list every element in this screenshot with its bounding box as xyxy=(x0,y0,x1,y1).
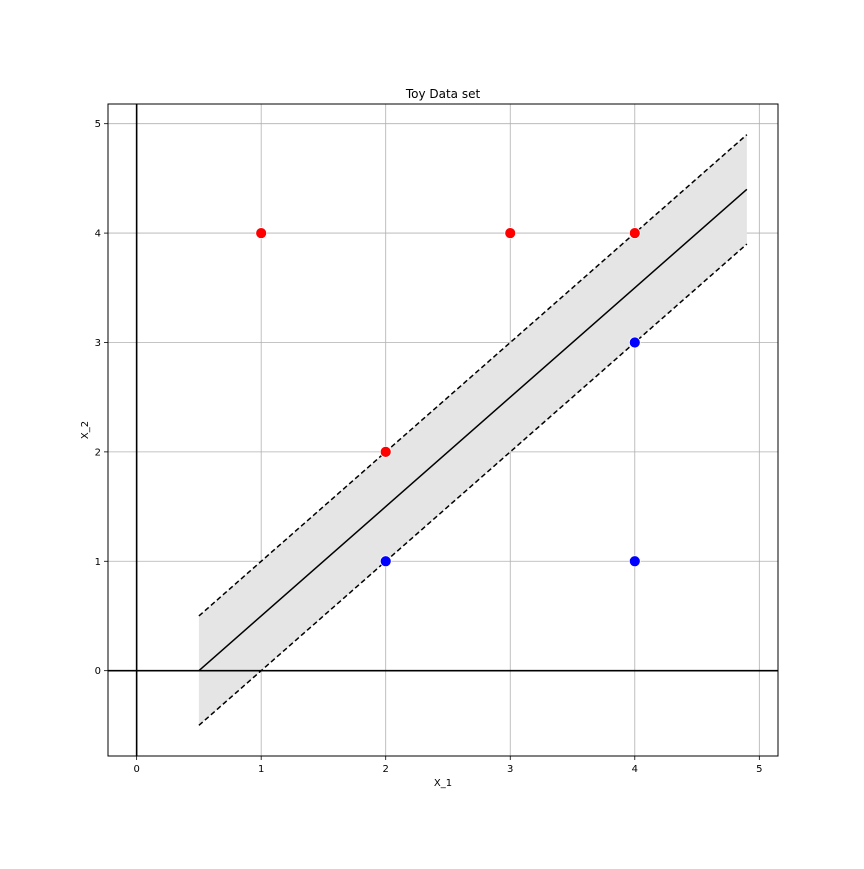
data-point xyxy=(628,227,641,239)
y-tick-label: 1 xyxy=(95,557,101,568)
decision-boundary-line xyxy=(198,188,748,672)
data-point xyxy=(379,555,392,568)
data-point xyxy=(255,227,268,239)
margin-line xyxy=(198,134,748,617)
data-points xyxy=(255,227,641,568)
margin-line xyxy=(198,243,748,726)
x-tick-label: 1 xyxy=(258,764,264,775)
data-point xyxy=(379,445,392,458)
x-tick-label: 3 xyxy=(507,764,513,775)
reference-lines xyxy=(108,104,778,756)
y-tick-label: 3 xyxy=(95,338,101,349)
y-tick-label: 0 xyxy=(95,666,101,677)
x-tick-label: 0 xyxy=(133,764,139,775)
y-axis-label: X_2 xyxy=(80,421,91,439)
x-tick-label: 2 xyxy=(383,764,389,775)
chart-title: Toy Data set xyxy=(405,87,481,101)
x-axis-label: X_1 xyxy=(434,778,452,789)
x-tick-label: 4 xyxy=(632,764,638,775)
y-tick-label: 2 xyxy=(95,447,101,458)
y-tick-label: 4 xyxy=(95,229,101,240)
x-tick-label: 5 xyxy=(756,764,762,775)
decision-lines xyxy=(198,134,748,726)
data-point xyxy=(628,336,641,349)
y-tick-label: 5 xyxy=(95,119,101,130)
axis-ticks: 0 1 2 3 4 5 0 1 2 3 4 5 xyxy=(95,119,763,775)
data-point xyxy=(504,227,517,239)
plot-frame xyxy=(107,103,779,757)
data-point xyxy=(628,555,641,568)
